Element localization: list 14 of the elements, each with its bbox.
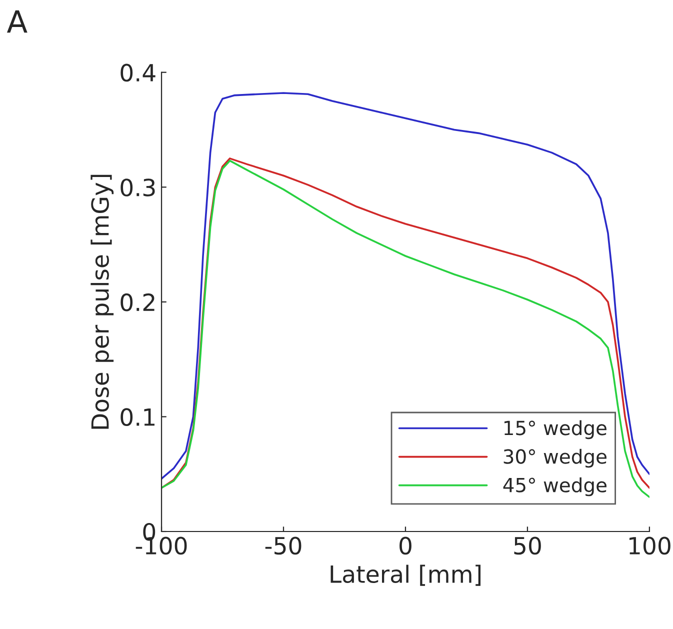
legend-label: 30° wedge [504, 448, 606, 468]
x-tick-label: 100 [630, 536, 670, 555]
x-tick-label: -50 [265, 536, 302, 555]
legend-label: 15° wedge [504, 420, 606, 440]
y-tick-label: 0.1 [120, 408, 154, 426]
y-tick-label: 0.2 [120, 293, 154, 312]
y-tick-label: 0.4 [120, 64, 156, 82]
x-tick-label: 0 [400, 536, 412, 555]
y-axis-title: Dose per pulse [mGy] [90, 174, 114, 429]
legend-label: 45° wedge [503, 477, 606, 496]
y-tick-label: 0.3 [120, 178, 155, 196]
x-axis-title: Lateral [mm] [330, 564, 480, 586]
x-tick-label: 50 [514, 536, 541, 555]
chart-title: A [6, 10, 28, 33]
